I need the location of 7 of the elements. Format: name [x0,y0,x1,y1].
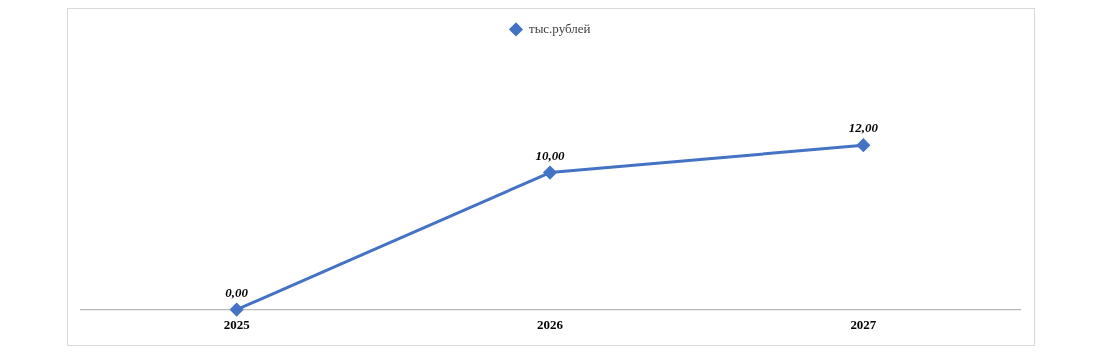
legend-label: тыс.рублей [529,20,591,36]
x-tick-label: 2026 [537,316,564,332]
x-tick-label: 2025 [223,316,250,332]
data-label: 10,00 [535,147,566,163]
data-label: 12,00 [848,120,879,136]
data-label: 0,00 [225,284,249,300]
x-tick-label: 2027 [850,316,877,332]
